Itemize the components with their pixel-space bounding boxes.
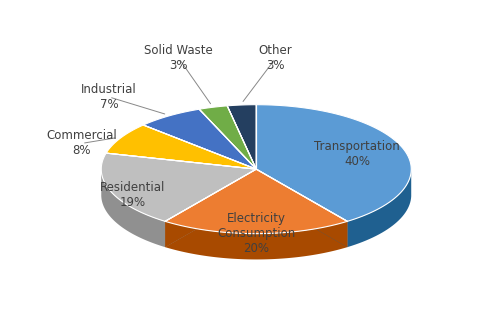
Polygon shape [102, 170, 165, 247]
Text: Other
3%: Other 3% [259, 44, 292, 72]
Polygon shape [165, 221, 348, 259]
Text: Transportation
40%: Transportation 40% [314, 140, 400, 168]
Polygon shape [256, 169, 348, 247]
Polygon shape [256, 105, 411, 221]
Polygon shape [256, 169, 348, 247]
Polygon shape [144, 109, 256, 169]
Polygon shape [199, 106, 256, 169]
Polygon shape [165, 169, 256, 247]
Polygon shape [106, 125, 256, 169]
Text: Industrial
7%: Industrial 7% [81, 83, 137, 111]
Text: Electricity
Consumption
20%: Electricity Consumption 20% [217, 212, 296, 255]
Polygon shape [165, 169, 256, 247]
Text: Residential
19%: Residential 19% [100, 181, 165, 209]
Polygon shape [165, 169, 348, 233]
Text: Solid Waste
3%: Solid Waste 3% [144, 44, 213, 72]
Polygon shape [102, 153, 256, 221]
Text: Commercial
8%: Commercial 8% [46, 129, 117, 157]
Polygon shape [227, 105, 256, 169]
Polygon shape [348, 171, 411, 247]
